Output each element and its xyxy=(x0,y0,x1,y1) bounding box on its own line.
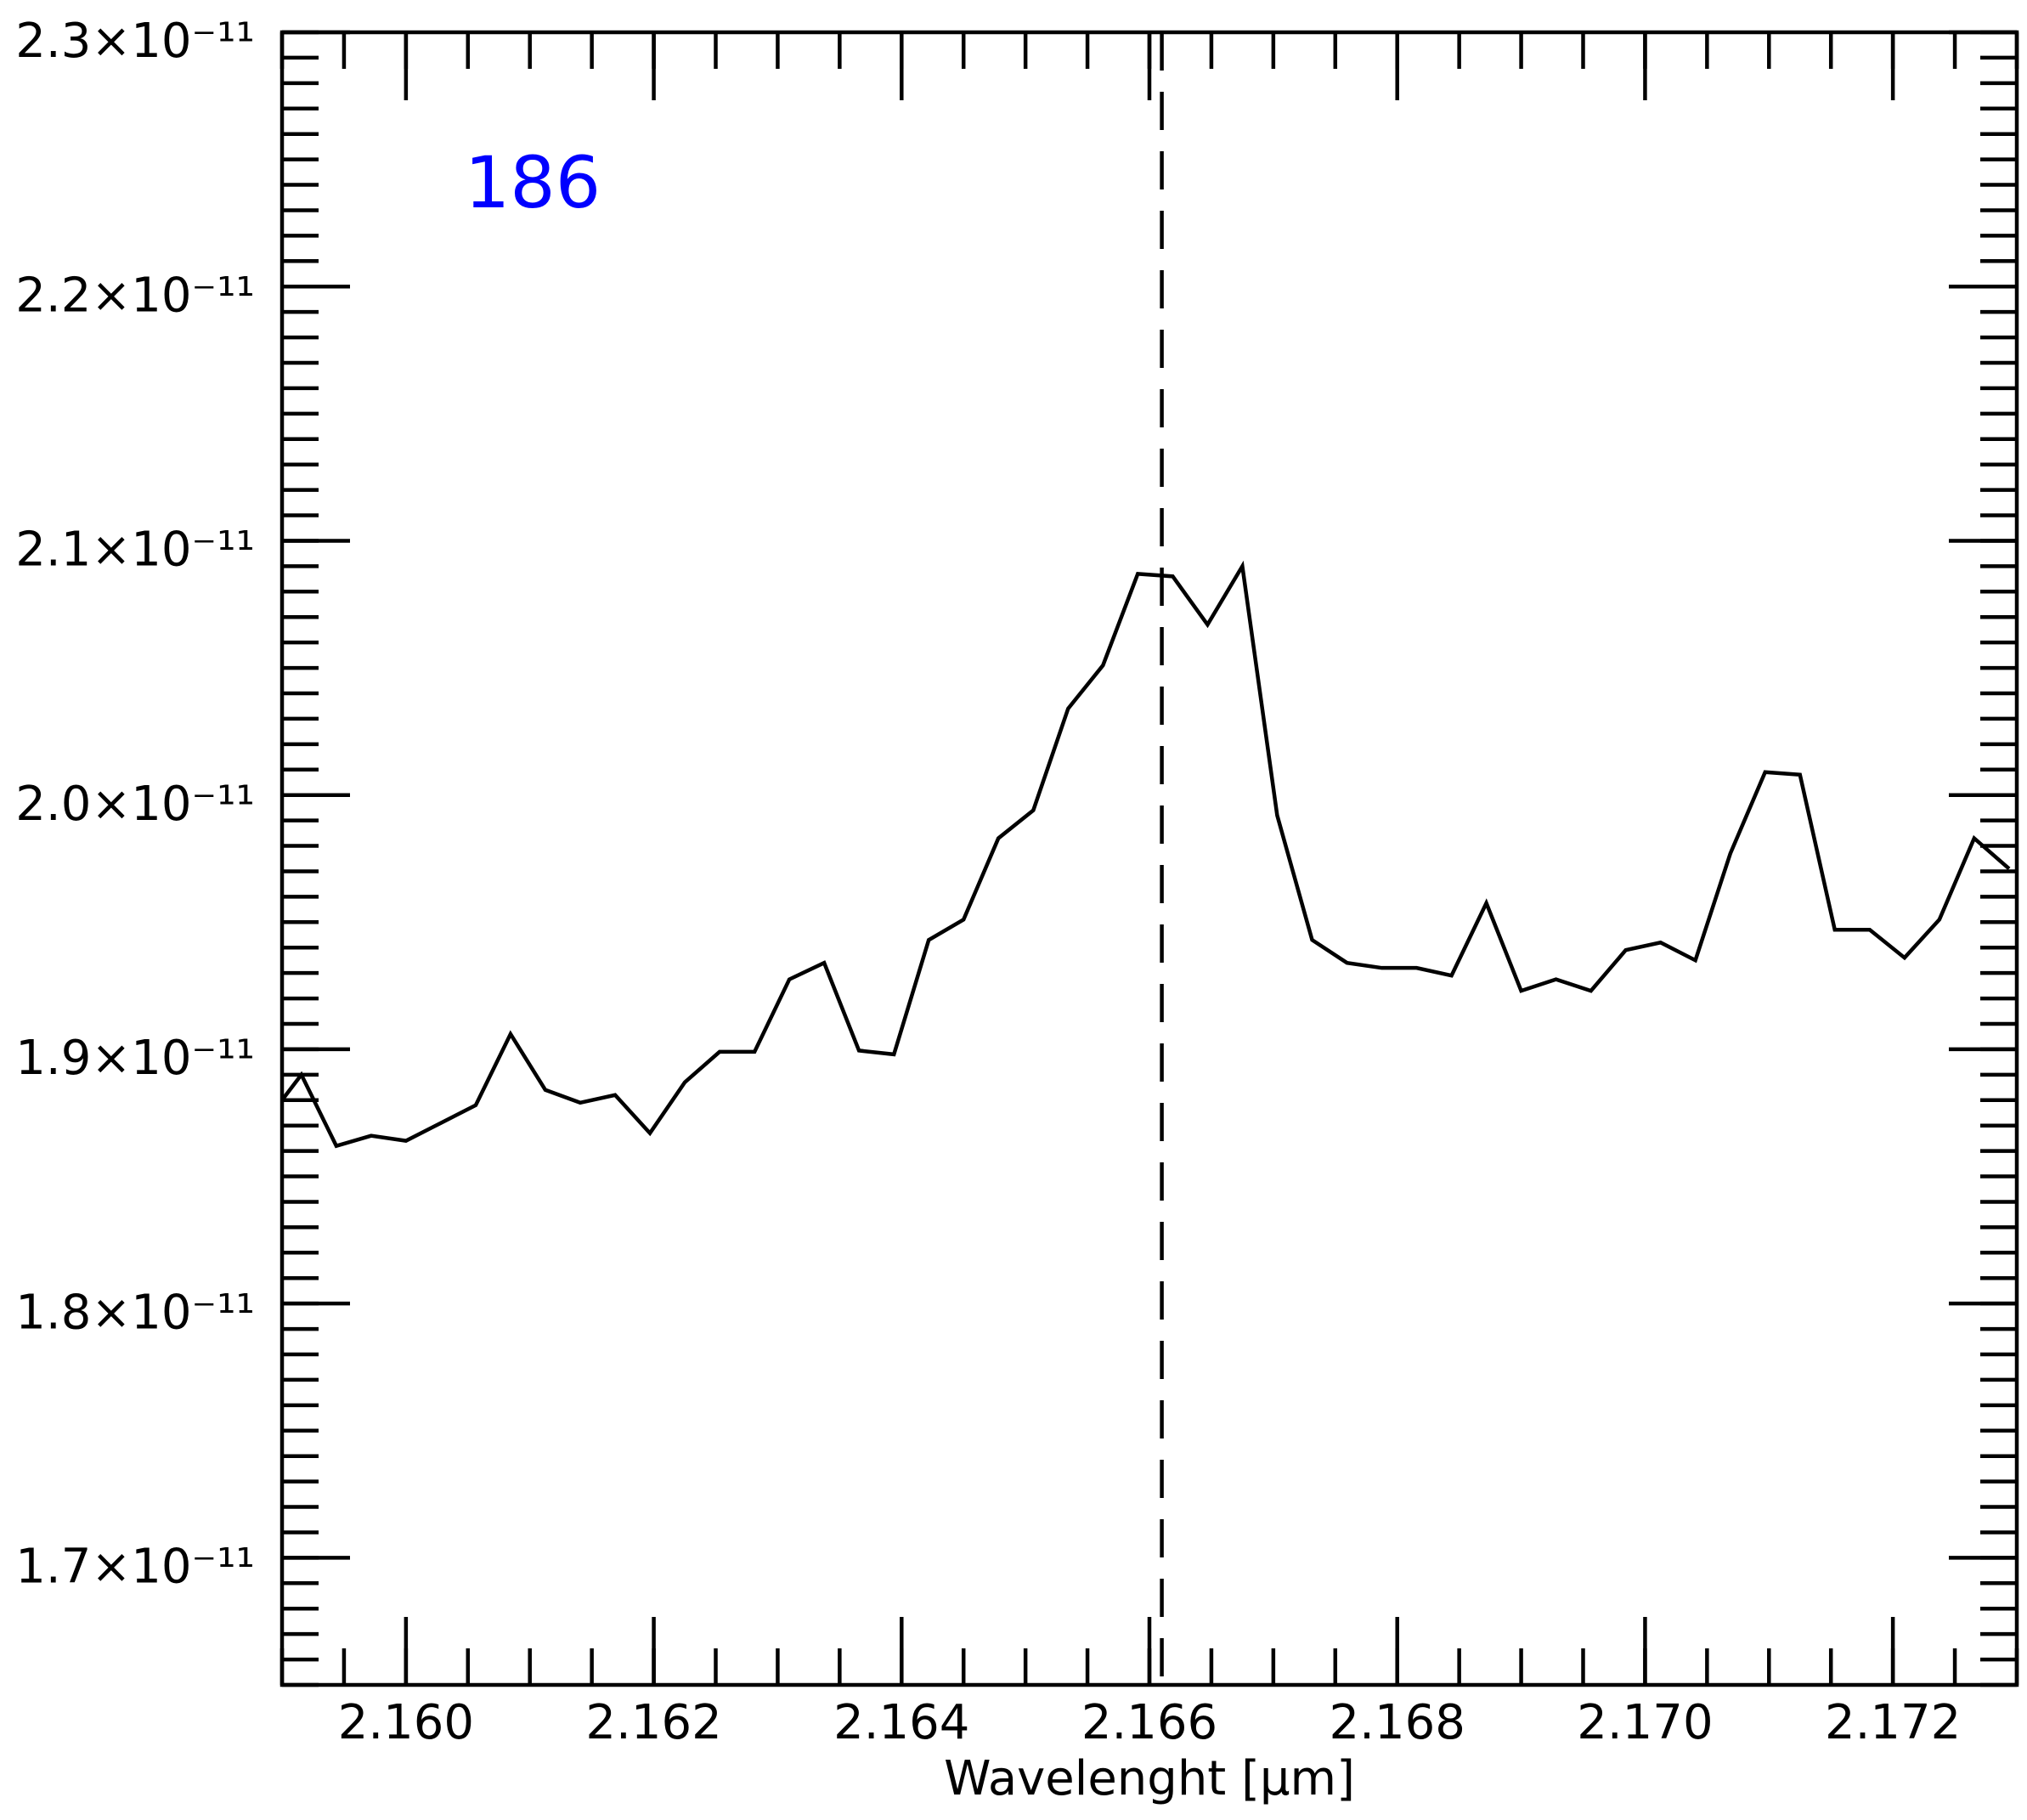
y-tick-label: 2.3×10⁻¹¹ xyxy=(15,14,255,69)
y-tick-label: 1.7×10⁻¹¹ xyxy=(15,1540,255,1595)
x-tick-label: 2.162 xyxy=(585,1695,721,1750)
annotation: 186 xyxy=(465,141,601,224)
x-tick-label: 2.172 xyxy=(1825,1695,1961,1750)
y-tick-label: 1.8×10⁻¹¹ xyxy=(15,1285,255,1340)
plot-frame xyxy=(279,30,2019,1687)
x-axis-label: Wavelenght [μm] xyxy=(944,1751,1355,1806)
x-tick-label: 2.164 xyxy=(833,1695,969,1750)
y-tick-label: 1.9×10⁻¹¹ xyxy=(15,1031,255,1086)
y-tick-label: 2.0×10⁻¹¹ xyxy=(15,777,255,832)
x-tick-label: 2.170 xyxy=(1577,1695,1713,1750)
x-tick-label: 2.166 xyxy=(1081,1695,1217,1750)
y-tick-label: 2.1×10⁻¹¹ xyxy=(15,523,255,578)
x-tick-label: 2.168 xyxy=(1330,1695,1465,1750)
x-tick-label: 2.160 xyxy=(338,1695,474,1750)
y-tick-label: 2.2×10⁻¹¹ xyxy=(15,268,255,323)
data-line xyxy=(282,560,2011,1149)
